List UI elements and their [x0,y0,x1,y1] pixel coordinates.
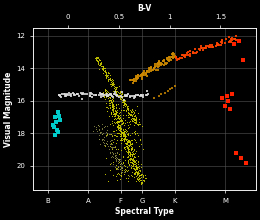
Y-axis label: Visual Magnitude: Visual Magnitude [4,71,13,147]
X-axis label: Spectral Type: Spectral Type [115,207,174,216]
X-axis label: B-V: B-V [137,4,151,13]
